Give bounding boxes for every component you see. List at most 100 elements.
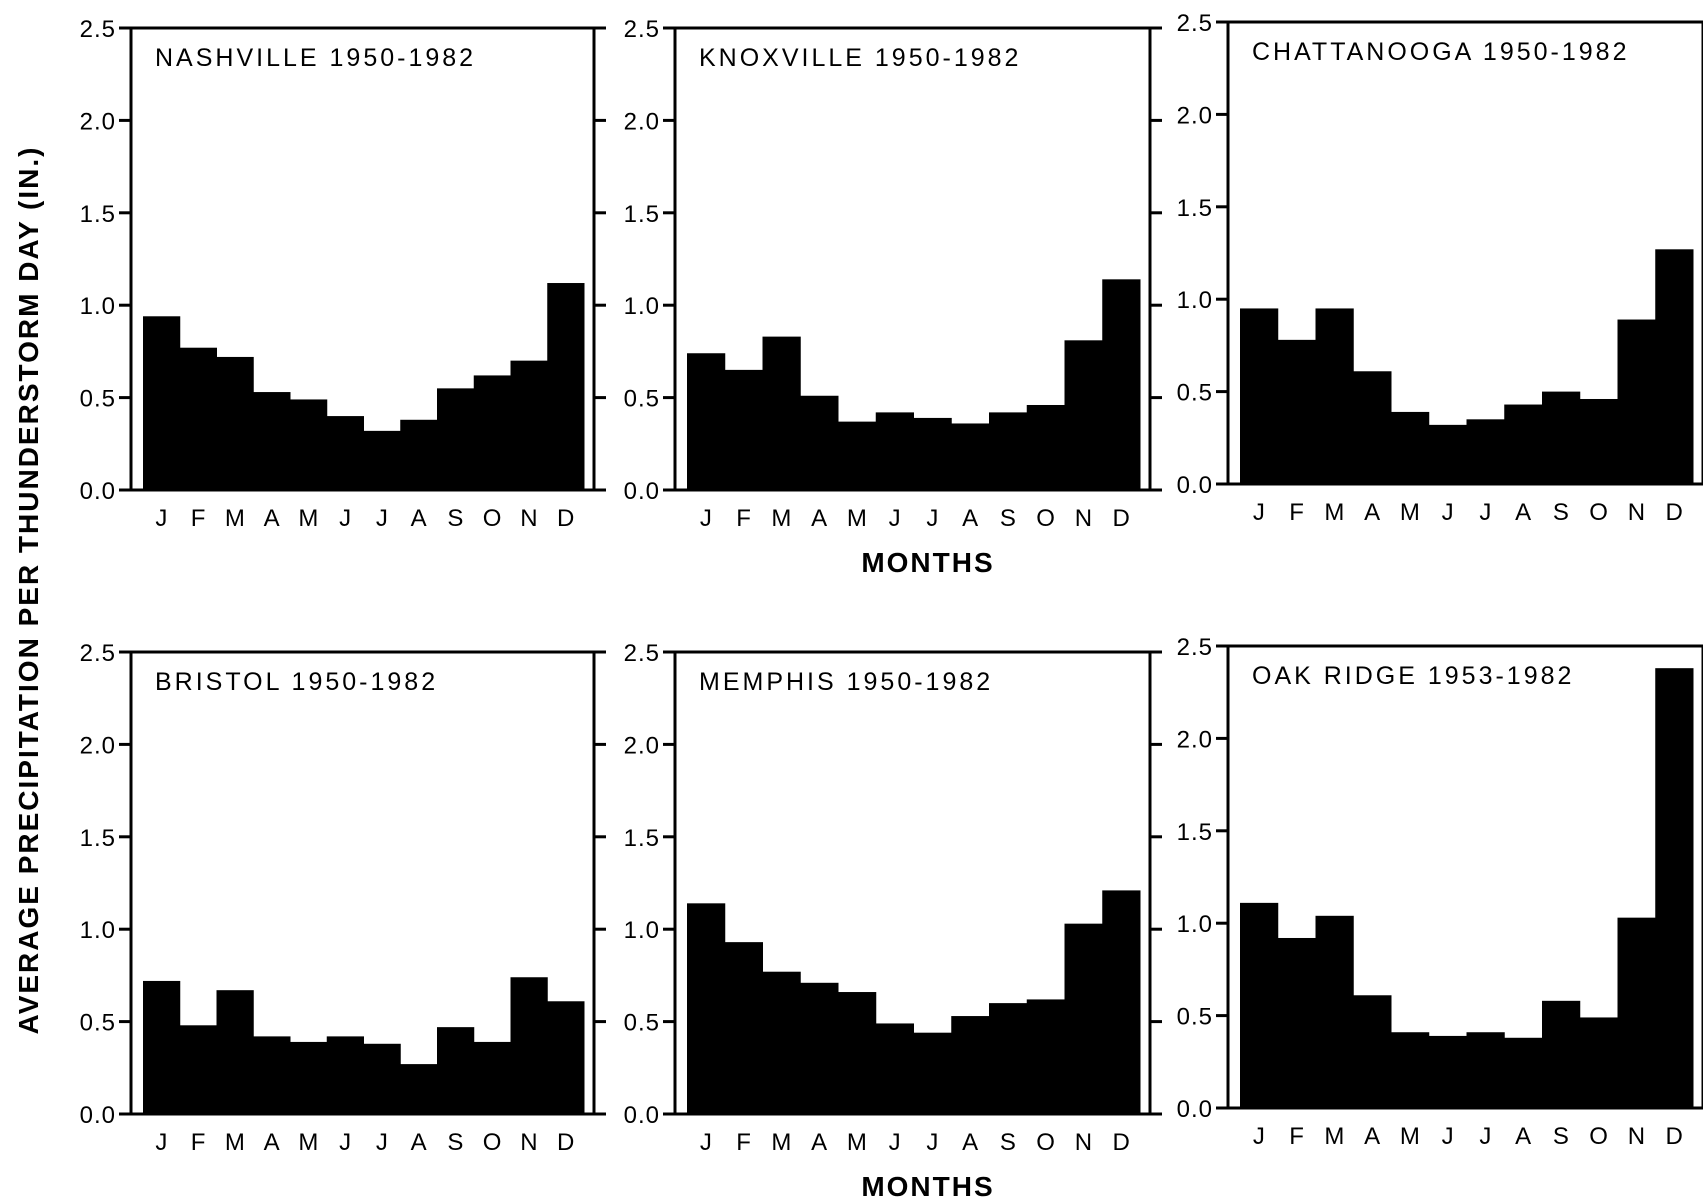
bar-j-0 bbox=[143, 980, 181, 1114]
bar-j-6 bbox=[363, 1043, 401, 1114]
x-tick-label: J bbox=[700, 1129, 712, 1156]
y-tick-label: 0.0 bbox=[80, 1102, 116, 1129]
panel-title: CHATTANOOGA 1950-1982 bbox=[1252, 38, 1629, 66]
x-tick-label: J bbox=[339, 1129, 351, 1156]
x-tick-label: J bbox=[376, 1129, 388, 1156]
x-axis-title-bottom: MONTHS bbox=[861, 1171, 994, 1202]
bar-j-0 bbox=[1240, 902, 1279, 1108]
bar-f-1 bbox=[724, 369, 763, 490]
bar-j-6 bbox=[913, 1032, 952, 1114]
x-tick-label: F bbox=[191, 505, 206, 532]
y-tick-label: 0.0 bbox=[80, 478, 116, 505]
panel-title: MEMPHIS 1950-1982 bbox=[699, 668, 993, 696]
bar-m-4 bbox=[290, 399, 328, 490]
y-tick-label: 1.5 bbox=[1177, 819, 1213, 846]
bar-a-7 bbox=[1504, 1037, 1543, 1108]
bar-d-11 bbox=[547, 283, 585, 490]
bar-f-1 bbox=[1277, 339, 1316, 484]
bar-j-5 bbox=[326, 416, 364, 490]
bar-m-4 bbox=[290, 1041, 328, 1114]
y-tick-label: 0.0 bbox=[624, 1102, 660, 1129]
bar-a-7 bbox=[951, 1016, 990, 1114]
x-tick-label: F bbox=[736, 1129, 751, 1156]
x-tick-label: J bbox=[1442, 499, 1454, 526]
x-tick-label: N bbox=[1628, 1123, 1645, 1150]
x-tick-label: M bbox=[298, 505, 318, 532]
bar-m-4 bbox=[1391, 411, 1430, 484]
bar-n-10 bbox=[1064, 340, 1103, 490]
bar-j-5 bbox=[875, 412, 914, 490]
y-tick-label: 1.5 bbox=[80, 825, 116, 852]
bar-f-1 bbox=[179, 1025, 217, 1114]
y-tick-label: 2.5 bbox=[80, 640, 116, 667]
y-tick-label: 1.5 bbox=[624, 201, 660, 228]
y-tick-label: 0.0 bbox=[1177, 1096, 1213, 1123]
bar-a-7 bbox=[400, 419, 438, 490]
x-tick-label: J bbox=[889, 505, 901, 532]
bar-a-3 bbox=[1353, 371, 1392, 484]
y-tick-label: 1.5 bbox=[1177, 195, 1213, 222]
bar-d-11 bbox=[1102, 279, 1141, 490]
bar-j-0 bbox=[143, 316, 181, 490]
bar-m-2 bbox=[1315, 915, 1354, 1108]
y-axis-title: AVERAGE PRECIPITATION PER THUNDERSTORM D… bbox=[13, 146, 44, 1035]
y-tick-label: 0.0 bbox=[1177, 472, 1213, 499]
x-tick-label: J bbox=[700, 505, 712, 532]
y-tick-label: 1.5 bbox=[80, 201, 116, 228]
bar-o-9 bbox=[1026, 404, 1065, 490]
bar-j-6 bbox=[1466, 419, 1505, 484]
x-tick-label: D bbox=[1112, 1129, 1129, 1156]
bar-j-6 bbox=[1466, 1032, 1505, 1108]
x-tick-label: A bbox=[1515, 1123, 1531, 1150]
bar-j-6 bbox=[363, 430, 401, 490]
panel-title: NASHVILLE 1950-1982 bbox=[155, 44, 476, 72]
y-tick-label: 0.5 bbox=[1177, 380, 1213, 407]
panel-title: OAK RIDGE 1953-1982 bbox=[1252, 662, 1574, 690]
bar-a-3 bbox=[800, 395, 839, 490]
bar-n-10 bbox=[510, 360, 548, 490]
x-tick-label: A bbox=[962, 505, 978, 532]
bar-o-9 bbox=[473, 1041, 511, 1114]
bar-f-1 bbox=[1277, 937, 1316, 1108]
bar-o-9 bbox=[473, 375, 511, 490]
x-tick-label: M bbox=[847, 1129, 867, 1156]
x-tick-label: M bbox=[847, 505, 867, 532]
bar-j-0 bbox=[687, 903, 726, 1114]
bar-a-3 bbox=[253, 392, 291, 490]
x-tick-label: J bbox=[1253, 499, 1265, 526]
x-tick-label: M bbox=[1400, 499, 1420, 526]
y-tick-label: 2.5 bbox=[1177, 634, 1213, 661]
x-tick-label: J bbox=[376, 505, 388, 532]
x-tick-label: M bbox=[225, 505, 245, 532]
bar-m-4 bbox=[1391, 1032, 1430, 1108]
bar-o-9 bbox=[1579, 1017, 1618, 1108]
bar-n-10 bbox=[510, 977, 548, 1114]
x-tick-label: A bbox=[1364, 499, 1380, 526]
x-tick-label: D bbox=[557, 505, 574, 532]
x-tick-label: N bbox=[520, 1129, 537, 1156]
x-tick-label: A bbox=[264, 505, 280, 532]
bar-a-7 bbox=[1504, 404, 1543, 484]
x-tick-label: N bbox=[1075, 1129, 1092, 1156]
bar-s-8 bbox=[1542, 391, 1581, 484]
x-tick-label: O bbox=[483, 1129, 502, 1156]
bar-m-2 bbox=[216, 356, 254, 490]
bar-s-8 bbox=[1542, 1000, 1581, 1108]
x-tick-label: J bbox=[926, 505, 938, 532]
x-tick-label: N bbox=[520, 505, 537, 532]
x-tick-label: O bbox=[1036, 1129, 1055, 1156]
x-tick-label: M bbox=[1324, 1123, 1344, 1150]
chart-panel-2: 0.00.51.01.52.02.5J F M A M J J A S O N DCHATTANOOG… bbox=[1177, 10, 1703, 526]
y-tick-label: 1.0 bbox=[1177, 287, 1213, 314]
x-tick-label: J bbox=[155, 505, 167, 532]
x-tick-label: O bbox=[1589, 1123, 1608, 1150]
y-tick-label: 2.0 bbox=[624, 108, 660, 135]
x-tick-label: O bbox=[483, 505, 502, 532]
x-tick-label: F bbox=[1289, 1123, 1304, 1150]
y-tick-label: 0.5 bbox=[80, 1010, 116, 1037]
bar-a-7 bbox=[951, 423, 990, 490]
y-tick-label: 2.5 bbox=[1177, 10, 1213, 37]
